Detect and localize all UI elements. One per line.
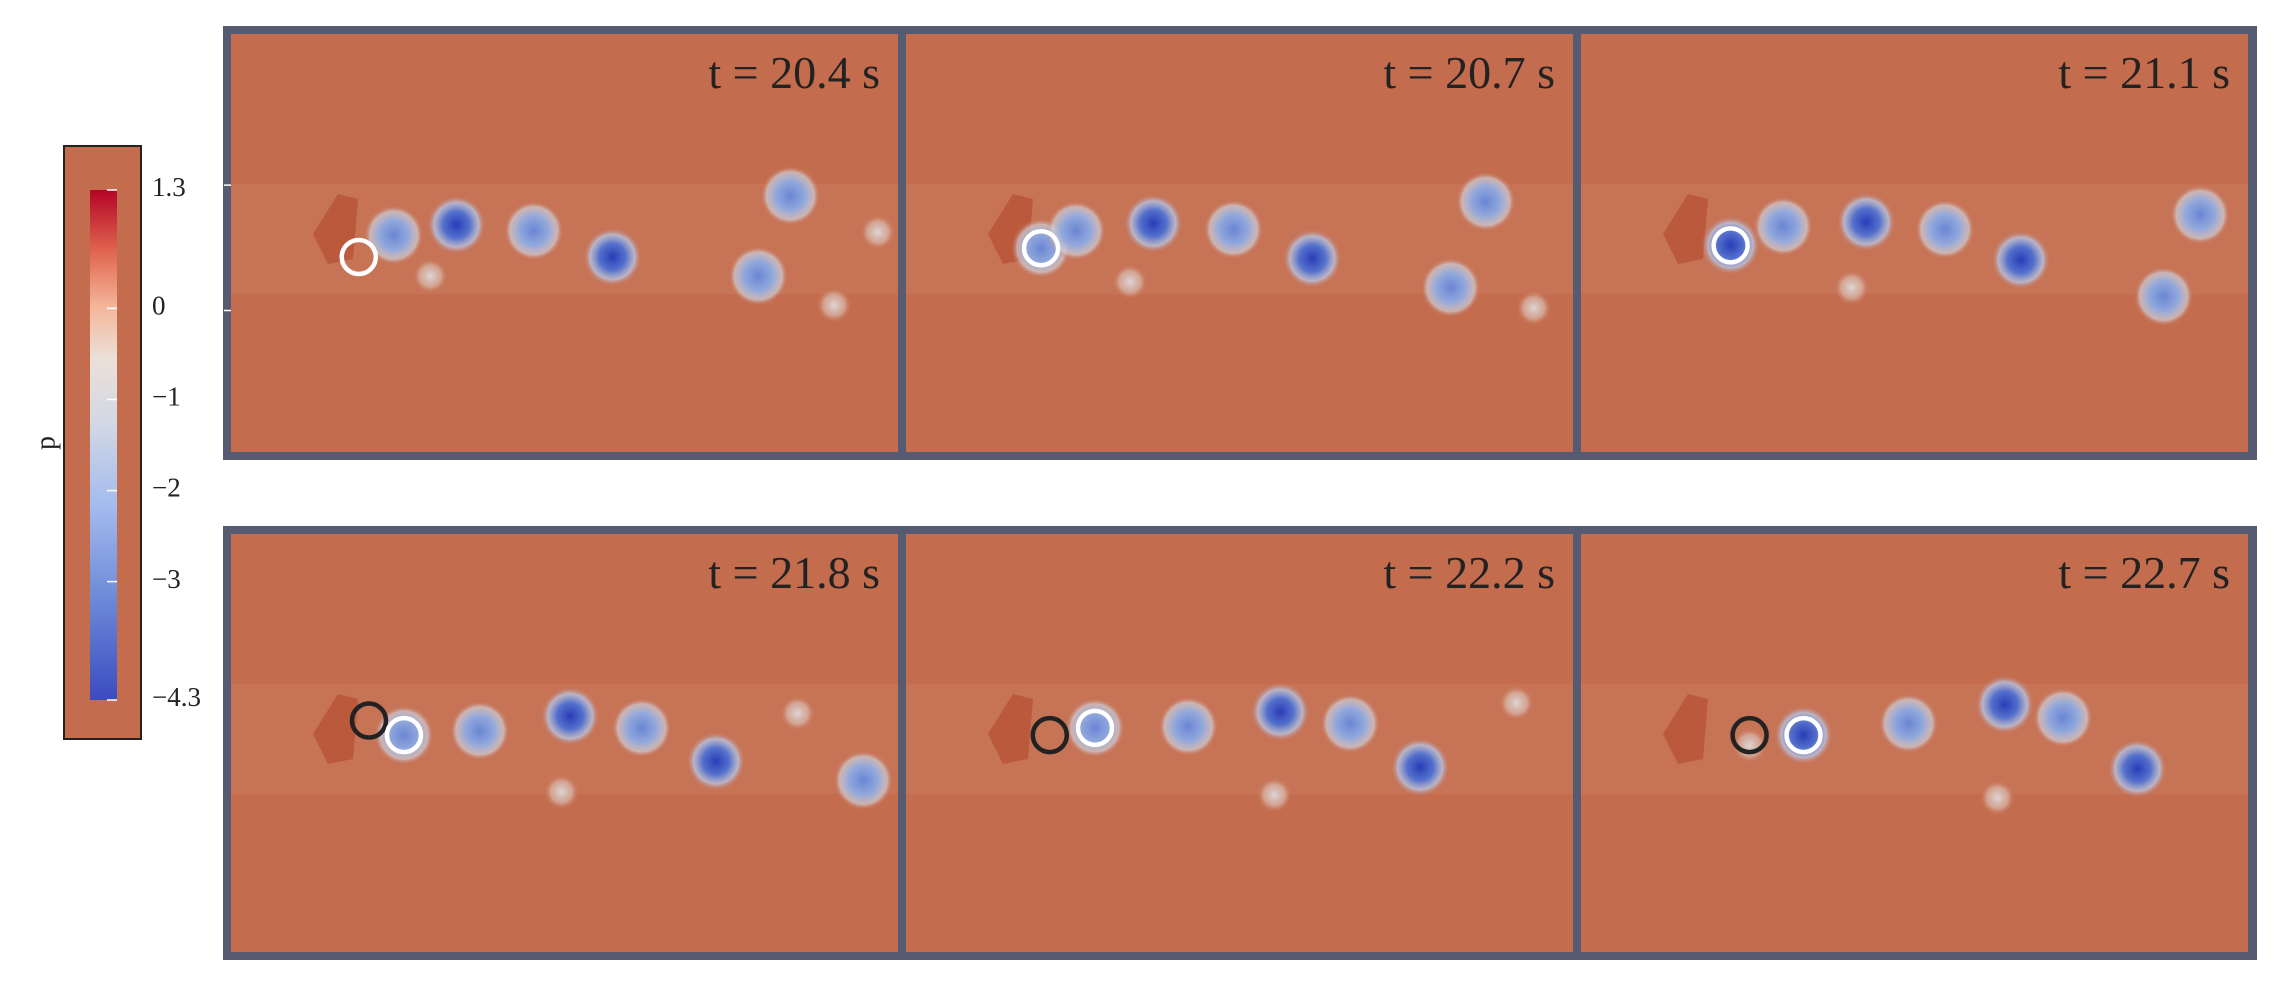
marker-ring — [349, 701, 389, 740]
vortex — [685, 731, 746, 792]
vortex — [1836, 191, 1897, 252]
vortex — [760, 165, 821, 226]
vortex — [373, 705, 434, 766]
vortex — [2107, 738, 2168, 799]
vortex — [363, 205, 424, 266]
tick-label: 1.3 — [152, 172, 186, 202]
vortex — [1064, 697, 1125, 758]
body — [1663, 694, 1708, 764]
vortex — [1753, 196, 1814, 257]
vortex — [1979, 779, 2016, 816]
panel-label: t = 21.8 s — [708, 547, 880, 598]
vortex — [859, 214, 896, 251]
marker-ring — [1711, 226, 1750, 265]
colorbar-label: p — [30, 436, 61, 450]
marker-ring — [1784, 715, 1823, 755]
vortex — [728, 245, 789, 306]
panel-label: t = 20.4 s — [708, 47, 880, 98]
panel-label: t = 22.7 s — [2058, 547, 2230, 598]
vortex — [1731, 727, 1768, 764]
marker-ring — [339, 237, 379, 277]
tick-label: 0 — [152, 291, 166, 321]
vortex — [1203, 199, 1264, 260]
panel-label: t = 22.2 s — [1383, 547, 1555, 598]
vortex — [1773, 705, 1834, 766]
vortex — [582, 226, 643, 287]
vortex — [779, 695, 816, 732]
tick-label: −2 — [152, 473, 181, 503]
marker-ring — [1021, 228, 1061, 268]
vortex — [1420, 257, 1481, 318]
tick-label: −4.3 — [152, 682, 201, 712]
vortex — [1974, 674, 2035, 735]
marker-ring — [1030, 715, 1070, 755]
vortex — [1256, 776, 1293, 813]
vortex — [1515, 290, 1552, 327]
vortex — [2133, 266, 2194, 327]
vortex — [1833, 269, 1870, 306]
vortex — [503, 200, 564, 261]
marker-ring — [1075, 708, 1115, 748]
tick-label: −1 — [152, 382, 181, 412]
vortex — [412, 257, 449, 294]
vortex — [2170, 184, 2231, 245]
vortex — [611, 697, 672, 758]
vortex — [540, 686, 601, 747]
panel-label: t = 20.7 s — [1383, 47, 1555, 98]
vortex — [1498, 685, 1535, 722]
colorbar — [90, 190, 117, 700]
panel-label: t = 21.1 s — [2058, 47, 2230, 98]
vortex — [1158, 696, 1219, 757]
vortex — [1390, 737, 1451, 798]
body — [313, 694, 358, 764]
body — [988, 694, 1033, 764]
vortex — [1282, 228, 1343, 289]
vortex — [426, 194, 487, 255]
vortex — [833, 750, 894, 811]
tick-label: −3 — [152, 564, 181, 594]
vortex — [1455, 171, 1516, 232]
vortex — [1123, 193, 1184, 254]
vortex — [816, 287, 853, 324]
vortex — [543, 773, 580, 810]
body — [1663, 194, 1708, 264]
vortex — [1111, 263, 1148, 300]
vortex — [1046, 200, 1107, 261]
vortex — [1914, 199, 1975, 260]
vortex — [1700, 215, 1761, 276]
vortex — [449, 700, 510, 761]
vortex — [1990, 229, 2051, 290]
marker-ring — [1730, 715, 1769, 755]
vortex — [2033, 687, 2094, 748]
marker-ring — [384, 715, 424, 755]
vortex — [1878, 693, 1939, 754]
vortex — [1250, 681, 1311, 742]
vortex — [1320, 693, 1381, 754]
